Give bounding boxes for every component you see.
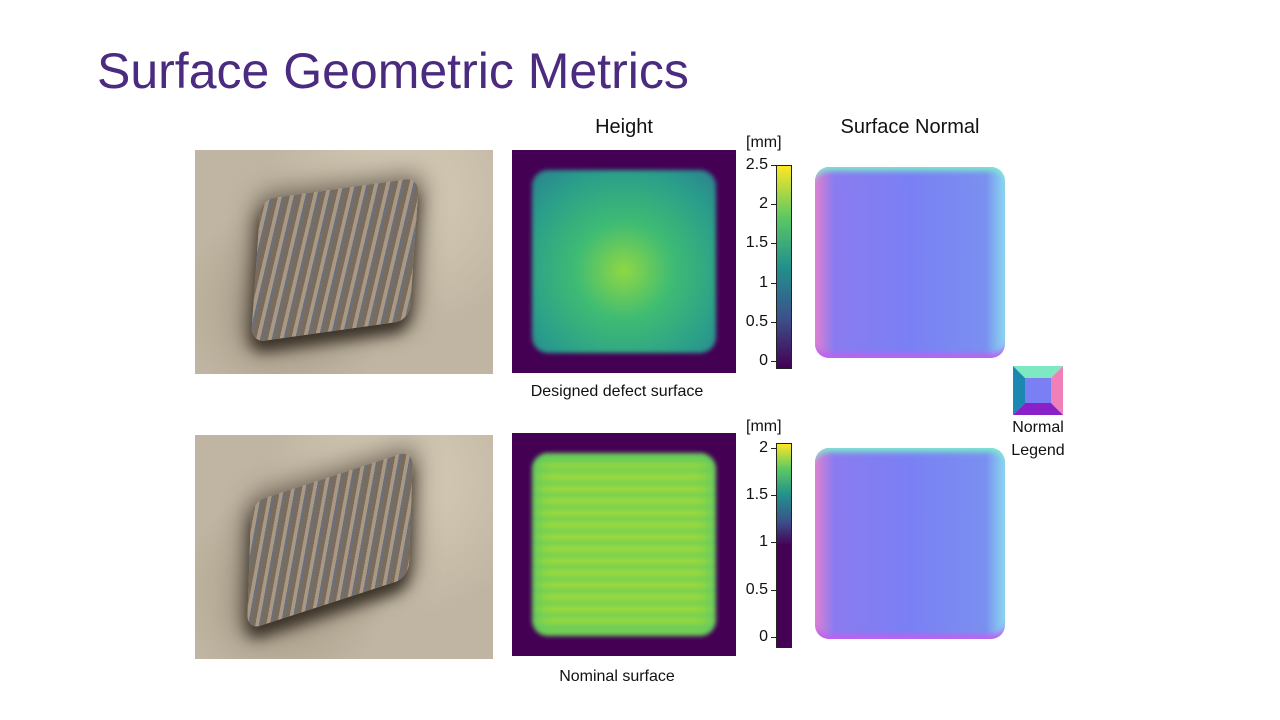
height-header: Height <box>595 116 653 138</box>
defect-height-map <box>512 150 736 373</box>
tick-label: 2 <box>728 195 776 213</box>
nominal-normal-map <box>815 448 1005 639</box>
tick-label: 0 <box>728 352 776 370</box>
tick-label: 1.5 <box>728 234 776 252</box>
normal-legend-icon <box>1013 366 1063 415</box>
nominal-sample-photo <box>195 435 493 659</box>
colorbar-unit: [mm] <box>746 418 782 435</box>
height-colorbar <box>776 443 792 648</box>
tick-label: 0.5 <box>728 313 776 331</box>
legend-label-line2: Legend <box>1011 442 1065 459</box>
defect-normal-map <box>815 167 1005 358</box>
tick-label: 1 <box>728 274 776 292</box>
tick-label: 1 <box>728 533 776 551</box>
tick-label: 1.5 <box>728 486 776 504</box>
surface-normal-header: Surface Normal <box>840 116 980 138</box>
tick-label: 2 <box>728 439 776 457</box>
nominal-caption: Nominal surface <box>559 668 675 685</box>
tick-label: 2.5 <box>728 156 776 174</box>
legend-label-line1: Normal <box>1012 419 1064 436</box>
colorbar-unit: [mm] <box>746 134 782 151</box>
tick-label: 0 <box>728 628 776 646</box>
defect-caption: Designed defect surface <box>530 383 704 400</box>
height-colorbar <box>776 165 792 369</box>
nominal-height-map <box>512 433 736 656</box>
defect-sample-photo <box>195 150 493 374</box>
tick-label: 0.5 <box>728 581 776 599</box>
slide-title: Surface Geometric Metrics <box>97 43 689 99</box>
